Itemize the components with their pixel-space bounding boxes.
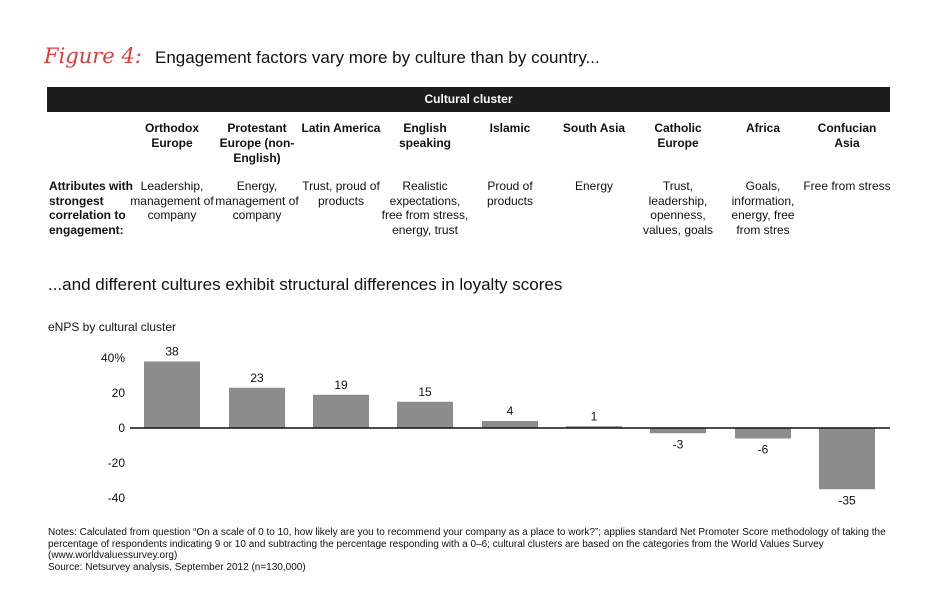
- data-label: -3: [673, 437, 684, 451]
- source-text: Source: Netsurvey analysis, September 20…: [48, 561, 306, 573]
- column-header: Islamic: [489, 121, 531, 135]
- chart-title: eNPS by cultural cluster: [48, 320, 177, 334]
- bar: [482, 421, 538, 428]
- y-tick-label: 0: [118, 421, 125, 435]
- column-header: Latin America: [301, 121, 381, 135]
- attributes-row-label: Attributes with strongest correlation to…: [49, 179, 133, 237]
- column-header: Africa: [745, 121, 780, 135]
- cultural-cluster-band: Cultural cluster: [47, 87, 890, 112]
- column-header: South Asia: [562, 121, 626, 135]
- column-header: Orthodox Europe: [145, 121, 199, 150]
- y-tick-label: 40%: [101, 351, 125, 365]
- enps-bar-chart: 40% 20 0 -20 -40 38 23 19 15 4 1 -3 -6 -35: [101, 345, 890, 507]
- attribute-cell: Trust, proud of products: [302, 179, 380, 208]
- data-label: 38: [165, 345, 179, 359]
- notes: Notes: Calculated from question “On a sc…: [48, 527, 898, 573]
- column-header: Confucian Asia: [817, 121, 877, 150]
- data-label: -35: [838, 493, 856, 507]
- notes-text: Notes: Calculated from question “On a sc…: [48, 527, 886, 561]
- data-label: 4: [507, 404, 514, 418]
- attribute-cell: Energy: [574, 179, 614, 193]
- data-label: 19: [334, 378, 348, 392]
- data-label: 1: [591, 409, 598, 423]
- column-header: Protestant Europe (non-English): [219, 121, 295, 165]
- bar: [313, 394, 369, 428]
- bar: [735, 428, 791, 439]
- column-header: English speaking: [398, 121, 452, 150]
- attribute-cell: Leadership, management of company: [130, 179, 214, 222]
- bar: [229, 387, 285, 428]
- bar: [819, 428, 875, 490]
- attribute-cell: Energy, management of company: [215, 179, 299, 222]
- attribute-cell: Free from stress: [803, 179, 891, 193]
- figure-label: Figure 4:: [44, 44, 142, 68]
- figure-title: Engagement factors vary more by culture …: [155, 48, 600, 67]
- y-tick-label: 20: [112, 386, 126, 400]
- data-label: 23: [250, 371, 264, 385]
- column-header: Catholic Europe: [654, 121, 702, 150]
- attribute-cell: Realistic expectations, free from stress…: [381, 179, 469, 237]
- y-tick-label: -40: [108, 491, 126, 505]
- bar: [650, 428, 706, 434]
- y-tick-label: -20: [108, 456, 126, 470]
- data-label: 15: [418, 385, 432, 399]
- attribute-cell: Goals, information, energy, free from st…: [731, 179, 795, 237]
- attribute-cell: Trust, leadership, openness, values, goa…: [642, 179, 714, 237]
- attribute-cell: Proud of products: [486, 179, 534, 208]
- bar: [144, 361, 200, 428]
- bar: [566, 426, 622, 428]
- data-label: -6: [758, 443, 769, 457]
- bar: [397, 401, 453, 428]
- chart-subtitle: ...and different cultures exhibit struct…: [48, 275, 563, 294]
